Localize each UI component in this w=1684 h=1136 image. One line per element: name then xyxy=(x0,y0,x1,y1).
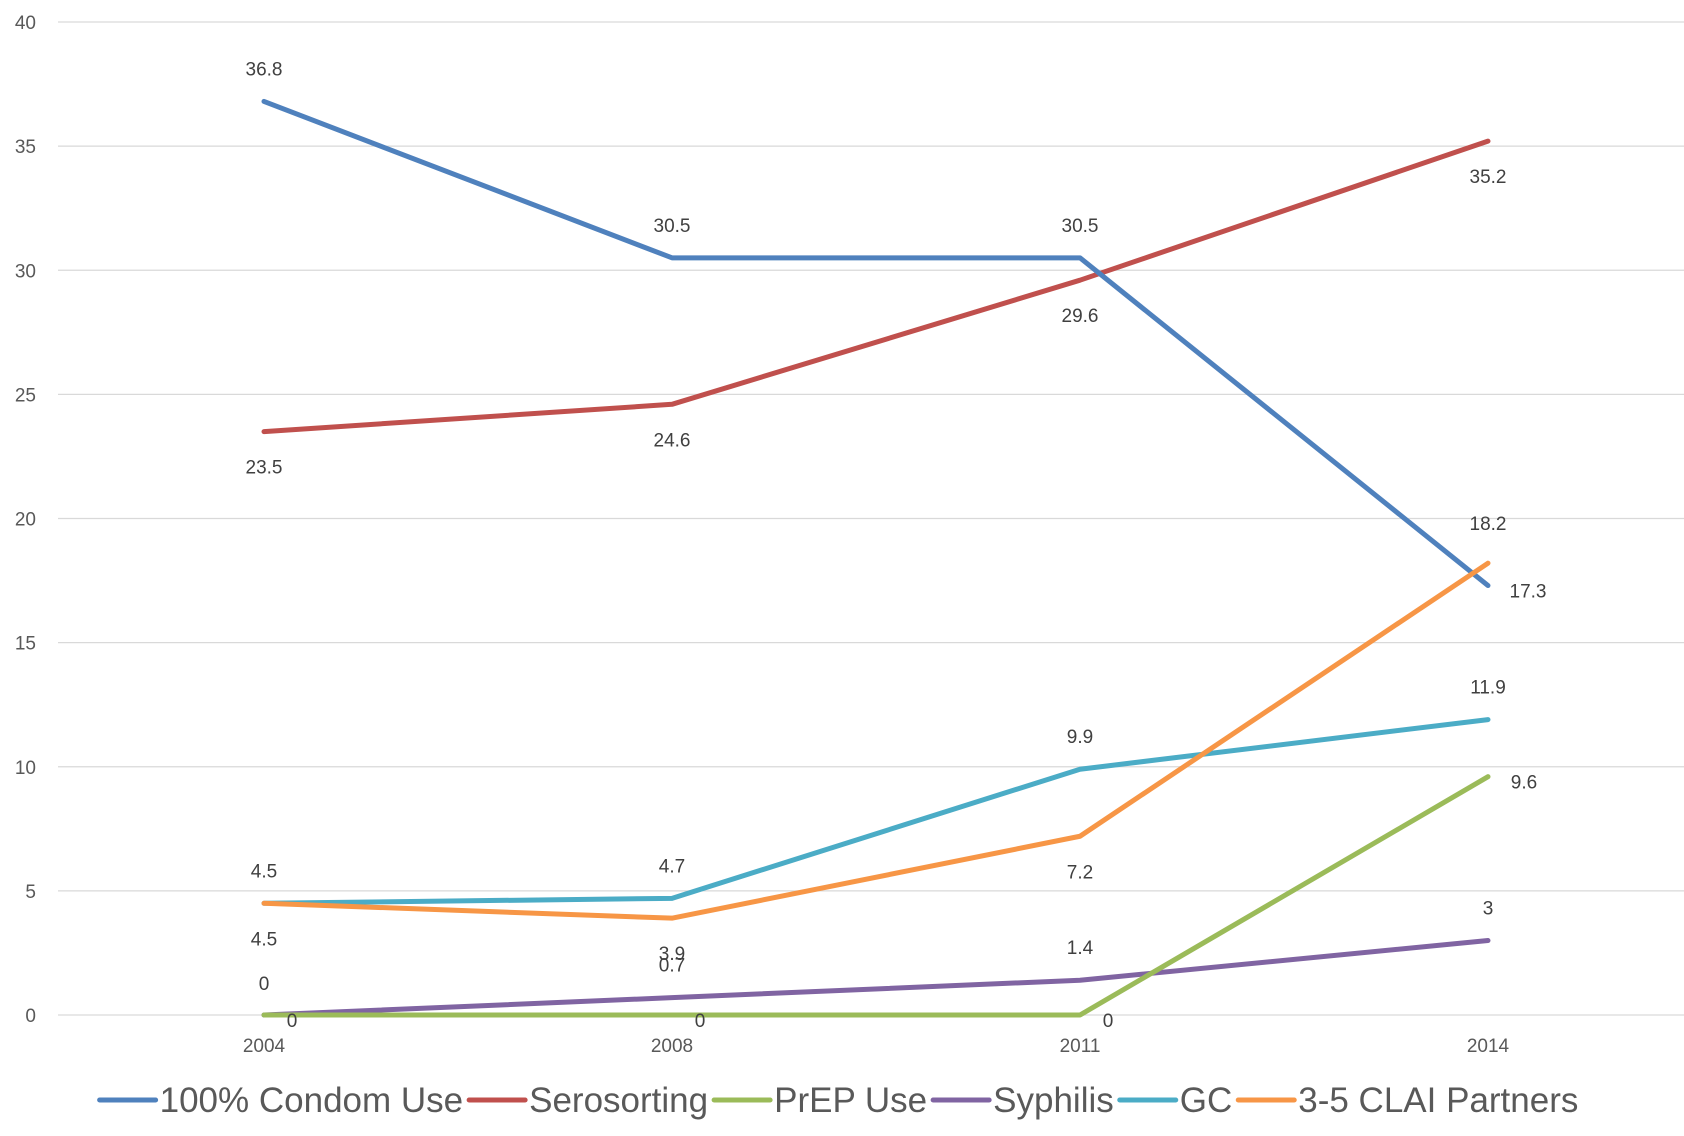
data-label: 4.5 xyxy=(251,861,277,882)
data-label: 3 xyxy=(1483,899,1494,920)
y-tick-label: 0 xyxy=(25,1006,36,1027)
series-line xyxy=(261,774,1491,1018)
legend-item: Serosorting xyxy=(466,1081,708,1120)
x-tick-label: 2014 xyxy=(1467,1036,1510,1057)
series-line xyxy=(261,98,1491,589)
data-label: 36.8 xyxy=(246,59,283,80)
legend-label: Serosorting xyxy=(529,1081,708,1120)
legend-item: GC xyxy=(1117,1081,1233,1120)
data-label: 0 xyxy=(259,974,270,995)
legend-item: 3-5 CLAI Partners xyxy=(1235,1081,1578,1120)
data-label: 30.5 xyxy=(1062,216,1099,237)
series-line xyxy=(261,717,1491,906)
series-line xyxy=(261,938,1491,1018)
data-labels: 36.830.5 30.517.323.524.629.635.20 0 09.600… xyxy=(246,59,1547,1032)
legend-label: 100% Condom Use xyxy=(160,1081,464,1120)
legend-item: Syphilis xyxy=(930,1081,1114,1120)
data-label: 4.7 xyxy=(659,856,685,877)
data-label: 3.9 xyxy=(659,944,685,965)
y-tick-label: 5 xyxy=(25,882,36,903)
legend-label: Syphilis xyxy=(993,1081,1114,1120)
data-label: 0 xyxy=(287,1011,298,1032)
data-label: 4.5 xyxy=(251,929,277,950)
series-line xyxy=(261,138,1491,435)
legend: 100% Condom Use Serosorting PrEP Use Syphil… xyxy=(97,1081,1578,1120)
y-tick-label: 15 xyxy=(15,634,36,655)
data-label: 9.6 xyxy=(1511,773,1537,794)
data-label: 0 xyxy=(695,1011,706,1032)
legend-item: 100% Condom Use xyxy=(97,1081,464,1120)
data-label: 29.6 xyxy=(1062,306,1099,327)
x-tick-label: 2011 xyxy=(1060,1036,1101,1057)
data-label: 9.9 xyxy=(1067,727,1093,748)
y-tick-label: 20 xyxy=(15,510,36,531)
gridlines xyxy=(58,21,1684,1016)
series-lines xyxy=(261,98,1491,1018)
y-axis-ticks: 0 5 10 15 20 25 30 35 40 xyxy=(15,13,36,1027)
y-tick-label: 40 xyxy=(15,13,36,34)
x-tick-label: 2008 xyxy=(651,1036,693,1057)
data-label: 7.2 xyxy=(1067,862,1093,883)
legend-item: PrEP Use xyxy=(711,1081,927,1120)
data-label: 0 xyxy=(1103,1011,1114,1032)
data-label: 35.2 xyxy=(1470,167,1507,188)
legend-label: GC xyxy=(1180,1081,1233,1120)
y-tick-label: 35 xyxy=(15,137,36,158)
data-label: 18.2 xyxy=(1470,514,1507,535)
y-tick-label: 30 xyxy=(15,261,36,282)
x-tick-label: 2004 xyxy=(243,1036,286,1057)
data-label: 1.4 xyxy=(1067,938,1094,959)
data-label: 0.7 xyxy=(659,956,685,977)
y-tick-label: 25 xyxy=(15,385,36,406)
legend-label: PrEP Use xyxy=(774,1081,927,1120)
data-label: 17.3 xyxy=(1510,582,1547,603)
data-label: 30.5 xyxy=(654,216,691,237)
data-label: 23.5 xyxy=(246,458,283,479)
legend-label: 3-5 CLAI Partners xyxy=(1298,1081,1578,1120)
data-label: 11.9 xyxy=(1470,678,1506,699)
x-axis-ticks: 2004 2008 2011 2014 xyxy=(243,1036,1510,1057)
data-label: 24.6 xyxy=(654,430,691,451)
series-line xyxy=(261,560,1491,921)
y-tick-label: 10 xyxy=(15,758,36,779)
